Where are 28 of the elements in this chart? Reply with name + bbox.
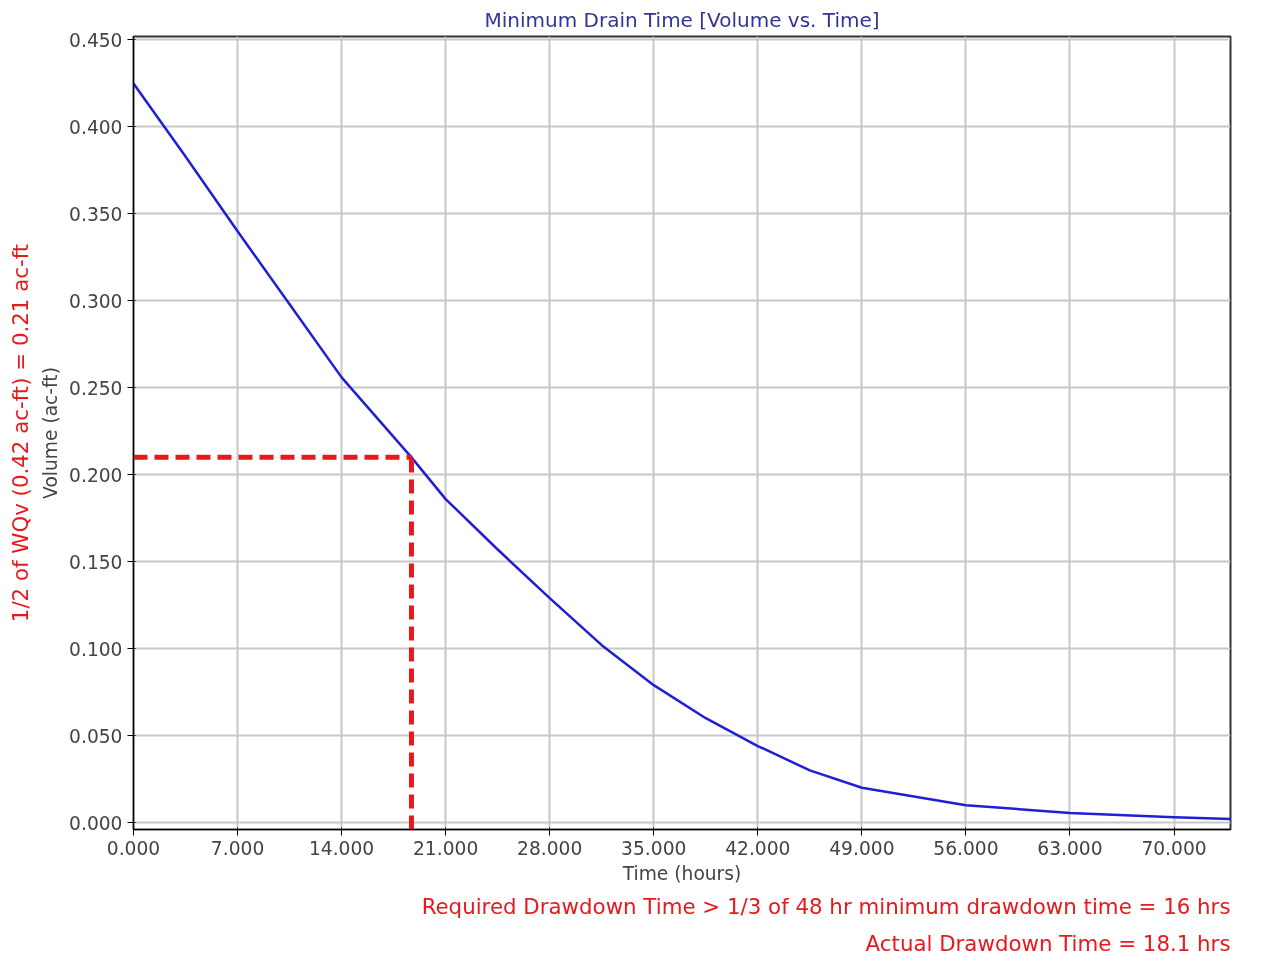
x-tick-label: 63.000: [1037, 837, 1103, 859]
x-tick-label: 35.000: [621, 837, 687, 859]
x-axis-title: Time (hours): [621, 862, 742, 884]
y-tick-label: 0.150: [69, 551, 123, 573]
chart-title: Minimum Drain Time [Volume vs. Time]: [484, 7, 880, 32]
y-axis-title: Volume (ac-ft): [40, 367, 62, 499]
y-tick-label: 0.350: [69, 203, 123, 225]
x-tick-label: 56.000: [933, 837, 999, 859]
x-tick-label: 70.000: [1141, 837, 1207, 859]
x-tick-label: 42.000: [725, 837, 791, 859]
y-tick-label: 0.400: [69, 116, 123, 138]
x-tick-label: 28.000: [517, 837, 583, 859]
text: Required Drawdown Time > 1/3 of 48 hr minimum drawdown time = 16 hrs: [421, 893, 1231, 919]
x-tick-label: 49.000: [829, 837, 895, 859]
x-tick-label: 21.000: [413, 837, 479, 859]
x-tick-label: 7.000: [210, 837, 265, 859]
text: Actual Drawdown Time = 18.1 hrs: [865, 930, 1231, 956]
ref-line-label: 1/2 of WQv (0.42 ac-ft) = 0.21 ac-ft: [7, 243, 33, 623]
y-tick-label: 0.450: [69, 29, 123, 51]
y-tick-label: 0.200: [69, 464, 123, 486]
y-tick-label: 0.250: [69, 377, 123, 399]
y-tick-label: 0.100: [69, 638, 123, 660]
y-tick-label: 0.050: [69, 725, 123, 747]
y-tick-label: 0.000: [69, 812, 123, 834]
x-tick-label: 0.000: [106, 837, 161, 859]
y-tick-label: 0.300: [69, 290, 123, 312]
line-series: [133, 82, 1231, 821]
x-tick-label: 14.000: [308, 837, 375, 859]
